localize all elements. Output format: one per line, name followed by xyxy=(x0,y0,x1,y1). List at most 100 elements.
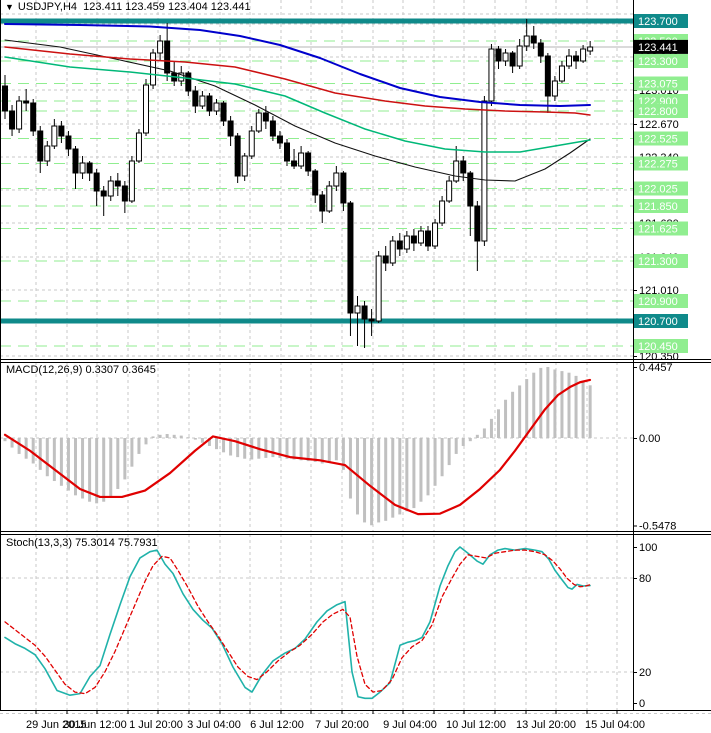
bear-candle-body xyxy=(86,162,93,174)
stoch-axis-label: 80 xyxy=(639,573,651,585)
time-axis-label: 6 Jul 12:00 xyxy=(250,719,304,731)
bull-candle-body xyxy=(333,172,340,187)
bear-candle-body xyxy=(530,35,537,44)
bull-candle-body xyxy=(143,84,149,134)
bear-candle-body xyxy=(23,100,30,104)
macd-histogram-bar xyxy=(588,385,592,438)
bull-candle-body xyxy=(44,145,51,162)
bear-candle-body xyxy=(305,152,312,172)
bull-candle-body xyxy=(248,130,255,157)
bear-candle-body xyxy=(9,110,16,130)
bear-candle-body xyxy=(495,48,502,62)
green-level-box xyxy=(634,254,688,268)
bull-candle-body xyxy=(488,48,495,102)
bull-candle-body xyxy=(551,80,558,97)
bear-candle-body xyxy=(37,130,44,162)
macd-histogram-bar xyxy=(327,438,331,462)
teal-level-box xyxy=(634,14,688,28)
green-level-box xyxy=(634,156,688,171)
bear-candle-body xyxy=(368,318,375,322)
bear-candle-body xyxy=(72,148,79,174)
macd-histogram-bar xyxy=(320,438,324,464)
macd-axis-label: 0.4457 xyxy=(639,362,673,374)
bear-candle-body xyxy=(206,95,213,112)
macd-histogram-bar xyxy=(243,438,247,459)
bear-candle-body xyxy=(284,142,290,162)
bear-candle-body xyxy=(121,185,128,202)
green-level-label: 120.450 xyxy=(638,341,678,353)
macd-histogram-bar xyxy=(102,438,106,502)
bear-candle-body xyxy=(269,120,276,137)
bull-candle-body xyxy=(417,230,424,244)
bull-candle-body xyxy=(587,46,594,52)
bull-candle-body xyxy=(16,100,23,130)
bear-candle-body xyxy=(537,42,544,57)
macd-histogram-bar xyxy=(489,418,493,438)
time-axis-label: 3 Jul 04:00 xyxy=(187,719,241,731)
macd-histogram-bar xyxy=(193,438,197,440)
ohlc-values: 123.411 123.459 123.404 123.441 xyxy=(83,1,251,13)
macd-histogram-bar xyxy=(461,438,465,446)
macd-histogram-bar xyxy=(38,438,42,470)
stoch-axis-label: 20 xyxy=(639,667,651,679)
macd-histogram-bar xyxy=(144,438,148,445)
stoch-axis-label: 0 xyxy=(639,698,645,710)
macd-histogram-bar xyxy=(207,438,211,446)
macd-histogram-bar xyxy=(165,434,169,438)
macd-histogram-bar xyxy=(3,438,7,442)
bear-candle-body xyxy=(192,90,199,107)
macd-histogram-bar xyxy=(17,438,21,454)
green-level-box xyxy=(634,294,688,308)
bear-candle-body xyxy=(544,55,551,97)
bull-candle-body xyxy=(354,305,361,314)
bull-candle-body xyxy=(516,45,523,67)
symbol-timeframe-label: USDJPY,H4 xyxy=(17,1,78,13)
stoch-indicator-label: Stoch(13,3,3) 75.3014 75.7931 xyxy=(6,537,158,549)
candles-layer xyxy=(2,19,594,348)
price-axis-label: 120.350 xyxy=(639,351,679,363)
macd-histogram-bar xyxy=(236,438,240,458)
macd-histogram-bar xyxy=(419,438,423,502)
bull-candle-body xyxy=(51,125,58,147)
green-level-box xyxy=(634,76,688,91)
macd-histogram-bar xyxy=(285,438,289,459)
green-level-box xyxy=(634,221,688,236)
macd-histogram-bar xyxy=(306,438,310,462)
macd-histogram-bar xyxy=(250,438,254,460)
bear-candle-body xyxy=(185,72,192,92)
bull-candle-body xyxy=(481,100,488,242)
macd-histogram-bar xyxy=(574,375,578,438)
bull-candle-body xyxy=(157,40,164,54)
bear-candle-body xyxy=(425,230,431,247)
macd-histogram-bar xyxy=(109,438,113,497)
symbol-dropdown-icon[interactable]: ▼ xyxy=(5,2,14,12)
macd-histogram-bar xyxy=(278,438,282,458)
macd-histogram-bar xyxy=(179,435,183,438)
green-level-label: 123.075 xyxy=(638,79,678,91)
teal-level-box xyxy=(634,314,688,328)
bull-candle-body xyxy=(107,180,114,197)
macd-histogram-bar xyxy=(518,385,522,438)
macd-histogram-bar xyxy=(158,434,162,438)
bull-candle-body xyxy=(135,132,142,162)
time-axis-label: 29 Jun 2015 xyxy=(26,719,87,731)
macd-histogram-bar xyxy=(31,438,35,464)
green-level-label: 122.275 xyxy=(638,159,678,171)
macd-histogram-bar xyxy=(377,438,381,523)
current-price-box xyxy=(634,39,688,54)
bear-candle-body xyxy=(312,170,319,196)
macd-histogram-bar xyxy=(313,438,317,462)
green-level-label: 121.300 xyxy=(638,256,678,268)
bear-candle-body xyxy=(291,160,298,167)
stoch-main-line xyxy=(4,546,591,700)
macd-histogram-bar xyxy=(405,438,409,512)
green-level-box xyxy=(634,104,688,118)
bear-candle-body xyxy=(220,102,227,122)
stoch-axis-label: 100 xyxy=(639,542,657,554)
bull-candle-body xyxy=(298,152,305,167)
macd-histogram-bar xyxy=(440,438,444,477)
bear-candle-body xyxy=(460,160,467,174)
bear-candle-body xyxy=(347,202,354,314)
bull-candle-body xyxy=(79,162,86,174)
